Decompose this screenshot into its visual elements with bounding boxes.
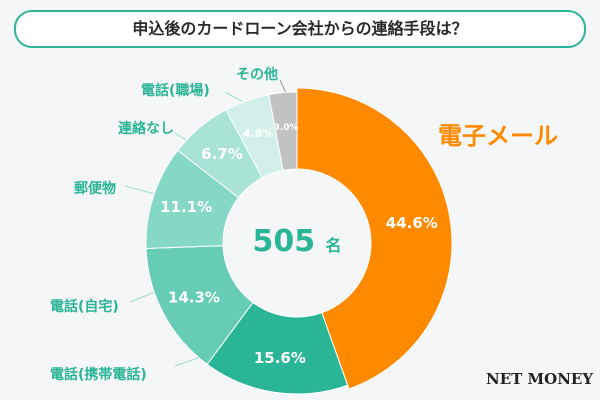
slice-value-label: 15.6% xyxy=(254,349,306,367)
legend-label-mobile: 電話(携帯電話) xyxy=(50,367,147,383)
slice-value-label: 14.3% xyxy=(168,288,220,306)
legend-label-work: 電話(職場) xyxy=(141,83,210,99)
slice-value-label: 6.7% xyxy=(201,145,243,163)
slice-value-label: 4.8% xyxy=(243,127,274,140)
legend-label-email: 電子メール xyxy=(438,122,558,150)
center-unit: 名 xyxy=(325,236,342,255)
legend-label-mail: 郵便物 xyxy=(74,181,116,197)
legend-label-other: その他 xyxy=(236,67,278,83)
center-total: 505 名 xyxy=(247,224,347,259)
center-value: 505 xyxy=(252,224,316,259)
slice-6 xyxy=(268,91,298,171)
net-money-logo: NET MONEY xyxy=(486,370,594,388)
slice-0 xyxy=(296,87,453,390)
chart-title: 申込後のカードローン会社からの連絡手段は？ xyxy=(14,10,586,48)
slice-value-label: 3.0% xyxy=(274,123,299,133)
slice-value-label: 44.6% xyxy=(386,214,438,232)
legend-label-home: 電話(自宅) xyxy=(50,299,119,315)
legend-label-none: 連絡なし xyxy=(118,121,174,137)
slice-value-label: 11.1% xyxy=(160,198,212,216)
